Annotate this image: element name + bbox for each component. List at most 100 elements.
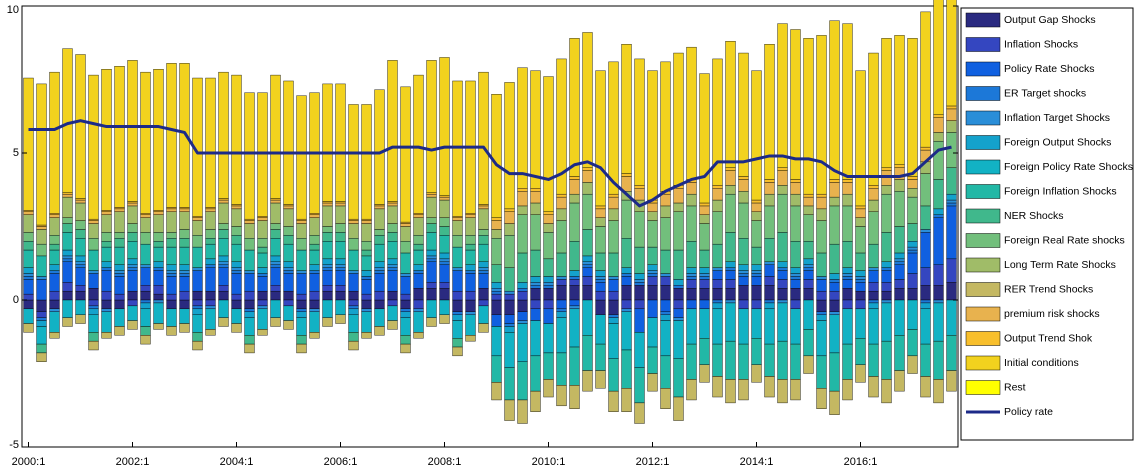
bar-segment <box>881 185 892 195</box>
bar-segment <box>491 314 502 327</box>
bar-segment <box>894 299 905 336</box>
bar-segment <box>686 276 697 280</box>
bar-segment <box>608 317 619 324</box>
bar-segment <box>673 299 684 310</box>
x-tick-label: 2010:1 <box>532 456 566 468</box>
bar-segment <box>595 299 606 315</box>
bar-segment <box>62 261 73 283</box>
bar-segment <box>790 273 801 277</box>
bar-segment <box>361 299 372 310</box>
bar-segment <box>322 205 333 227</box>
bar-segment <box>751 211 762 221</box>
bar-segment <box>348 305 359 310</box>
bar-segment <box>361 308 372 312</box>
bar-segment <box>127 290 138 301</box>
bar-segment <box>127 264 138 268</box>
bar-segment <box>738 299 749 310</box>
bar-segment <box>543 323 554 354</box>
bar-segment <box>23 211 34 215</box>
bar-segment <box>374 235 385 245</box>
bar-segment <box>686 193 697 207</box>
bar-segment <box>465 299 476 312</box>
bar-segment <box>868 52 879 186</box>
bar-segment <box>283 267 294 271</box>
bar-segment <box>842 379 853 401</box>
bar-segment <box>673 308 684 318</box>
bar-segment <box>842 267 853 274</box>
bar-segment <box>23 249 34 268</box>
y-tick-label: 5 <box>13 147 19 159</box>
bar-segment <box>140 264 151 268</box>
bar-segment <box>153 240 164 248</box>
bar-segment <box>699 205 710 215</box>
bar-segment <box>101 240 112 248</box>
bar-segment <box>387 270 398 292</box>
bar-segment <box>738 176 749 180</box>
bar-segment <box>283 204 294 207</box>
bar-segment <box>465 235 476 245</box>
bar-segment <box>842 23 853 180</box>
bar-segment <box>738 379 749 401</box>
bar-segment <box>829 282 840 292</box>
bar-segment <box>543 299 554 310</box>
bar-segment <box>647 270 658 274</box>
bar-segment <box>764 276 775 286</box>
bar-segment <box>595 343 606 371</box>
bar-segment <box>725 302 736 342</box>
bar-segment <box>413 332 424 339</box>
bar-segment <box>829 205 840 245</box>
bar-segment <box>634 279 645 283</box>
bar-segment <box>23 232 34 242</box>
bar-segment <box>75 54 86 199</box>
bar-segment <box>166 264 177 271</box>
bar-segment <box>140 299 151 304</box>
bar-segment <box>192 235 203 248</box>
bar-segment <box>153 299 164 304</box>
bar-segment <box>946 132 957 168</box>
bar-segment <box>361 240 372 251</box>
bar-segment <box>114 238 125 248</box>
bar-segment <box>608 276 619 280</box>
bar-segment <box>803 193 814 198</box>
bar-segment <box>920 376 931 398</box>
bar-segment <box>283 226 294 236</box>
bar-segment <box>673 202 684 212</box>
bar-segment <box>244 311 255 318</box>
bar-segment <box>101 332 112 339</box>
bar-segment <box>413 235 424 245</box>
bar-segment <box>855 270 866 277</box>
legend-label: Policy Rate Shocks <box>1004 63 1094 75</box>
legend-swatch <box>965 233 1001 248</box>
bar-segment <box>660 311 671 315</box>
bar-segment <box>153 246 164 262</box>
bar-segment <box>582 170 593 183</box>
bar-segment <box>569 38 580 177</box>
bar-segment <box>75 238 86 257</box>
bar-segment <box>413 273 424 289</box>
bar-segment <box>101 267 112 271</box>
bar-segment <box>23 299 34 310</box>
bar-segment <box>62 48 73 193</box>
bar-segment <box>36 229 47 245</box>
bar-segment <box>881 232 892 262</box>
bar-segment <box>504 399 515 421</box>
bar-segment <box>842 308 853 345</box>
bar-segment <box>712 376 723 398</box>
bar-segment <box>75 199 86 204</box>
bar-segment <box>751 246 762 265</box>
bar-segment <box>439 57 450 196</box>
bar-segment <box>491 293 502 301</box>
bar-segment <box>582 264 593 268</box>
bar-segment <box>36 311 47 318</box>
bar-segment <box>244 299 255 310</box>
bar-segment <box>49 243 60 251</box>
bar-segment <box>270 317 281 327</box>
bar-segment <box>621 308 632 312</box>
bar-segment <box>322 290 333 301</box>
bar-segment <box>283 205 294 210</box>
bar-segment <box>751 364 762 383</box>
bar-segment <box>374 205 385 210</box>
bar-segment <box>777 379 788 404</box>
bar-segment <box>465 249 476 265</box>
bar-segment <box>712 270 723 280</box>
